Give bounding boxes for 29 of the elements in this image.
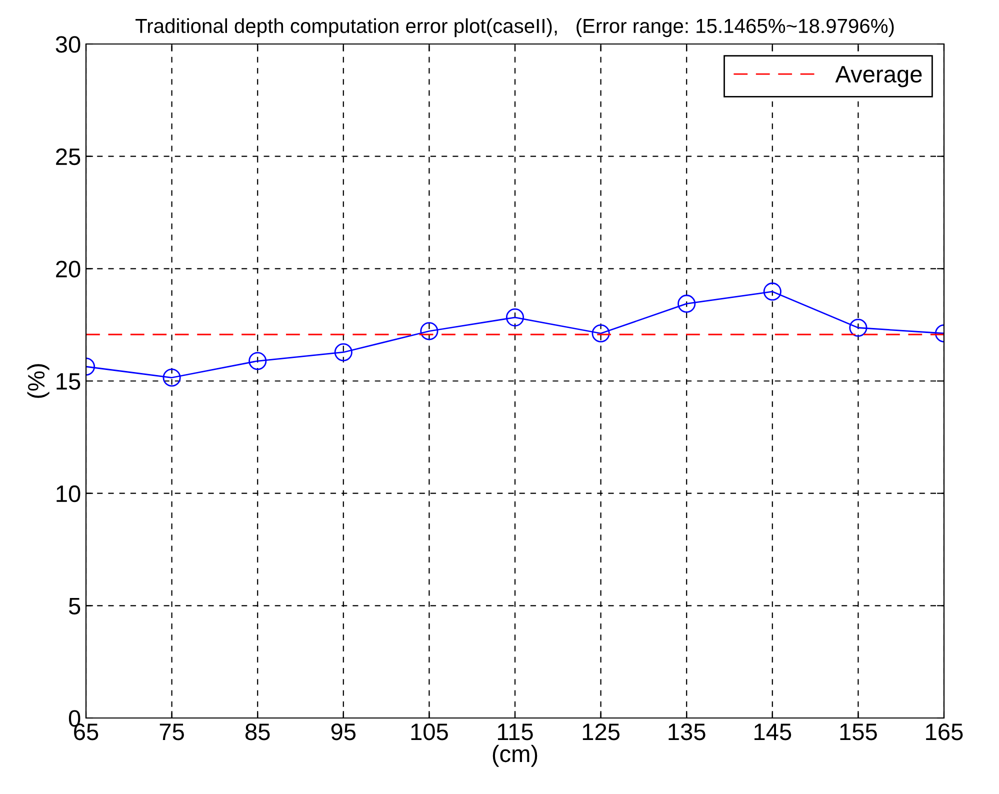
x-tick-label: 95 — [331, 723, 356, 740]
x-axis-title: (cm) — [492, 744, 538, 767]
point — [420, 322, 438, 340]
y-tick-label: 5 — [68, 598, 80, 614]
x-tick-label: 125 — [582, 723, 620, 740]
y-axis-title: (%) — [27, 364, 50, 398]
x-tick-label: 75 — [160, 724, 184, 740]
x-tick-label: 155 — [840, 724, 877, 740]
chart-title: Traditional depth computation error plot(caseII), (Error range: 15.1465%~18.9796%) — [136, 18, 894, 38]
point — [334, 343, 352, 362]
y-tick-label: 30 — [56, 36, 80, 53]
x-tick-label: 165 — [926, 723, 963, 740]
legend-label: Average — [835, 66, 922, 88]
y-tick-label: 25 — [56, 148, 80, 166]
x-tick-label: 105 — [411, 723, 448, 740]
point — [678, 294, 696, 313]
y-tick-label: 15 — [56, 373, 80, 390]
point — [248, 352, 267, 370]
x-tick-label: 85 — [245, 723, 270, 740]
x-tick-label: 135 — [668, 723, 706, 740]
y-tick-label: 10 — [56, 485, 80, 502]
x-tick-label: 115 — [498, 724, 533, 740]
point — [849, 318, 868, 337]
point — [592, 324, 610, 342]
y-tick-label: 20 — [56, 260, 80, 278]
point — [506, 308, 524, 326]
point — [162, 368, 181, 387]
point — [763, 282, 782, 301]
x-tick-label: 145 — [754, 724, 792, 740]
